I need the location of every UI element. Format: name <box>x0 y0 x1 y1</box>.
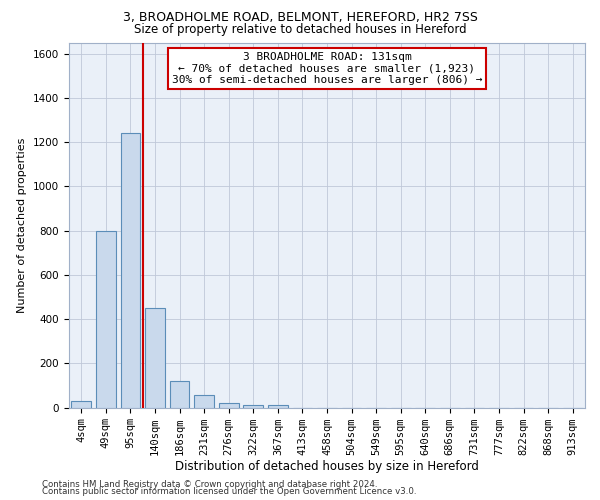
Bar <box>96 230 116 408</box>
Bar <box>244 405 263 407</box>
Text: 3 BROADHOLME ROAD: 131sqm
← 70% of detached houses are smaller (1,923)
30% of se: 3 BROADHOLME ROAD: 131sqm ← 70% of detac… <box>172 52 482 85</box>
Text: Contains public sector information licensed under the Open Government Licence v3: Contains public sector information licen… <box>42 487 416 496</box>
X-axis label: Distribution of detached houses by size in Hereford: Distribution of detached houses by size … <box>175 460 479 473</box>
Bar <box>170 381 190 407</box>
Bar <box>268 406 287 407</box>
Bar <box>71 401 91 407</box>
Bar <box>219 403 239 407</box>
Text: 3, BROADHOLME ROAD, BELMONT, HEREFORD, HR2 7SS: 3, BROADHOLME ROAD, BELMONT, HEREFORD, H… <box>122 12 478 24</box>
Bar <box>145 308 165 408</box>
Text: Size of property relative to detached houses in Hereford: Size of property relative to detached ho… <box>134 22 466 36</box>
Bar <box>194 396 214 407</box>
Y-axis label: Number of detached properties: Number of detached properties <box>17 138 28 312</box>
Text: Contains HM Land Registry data © Crown copyright and database right 2024.: Contains HM Land Registry data © Crown c… <box>42 480 377 489</box>
Bar <box>121 133 140 407</box>
